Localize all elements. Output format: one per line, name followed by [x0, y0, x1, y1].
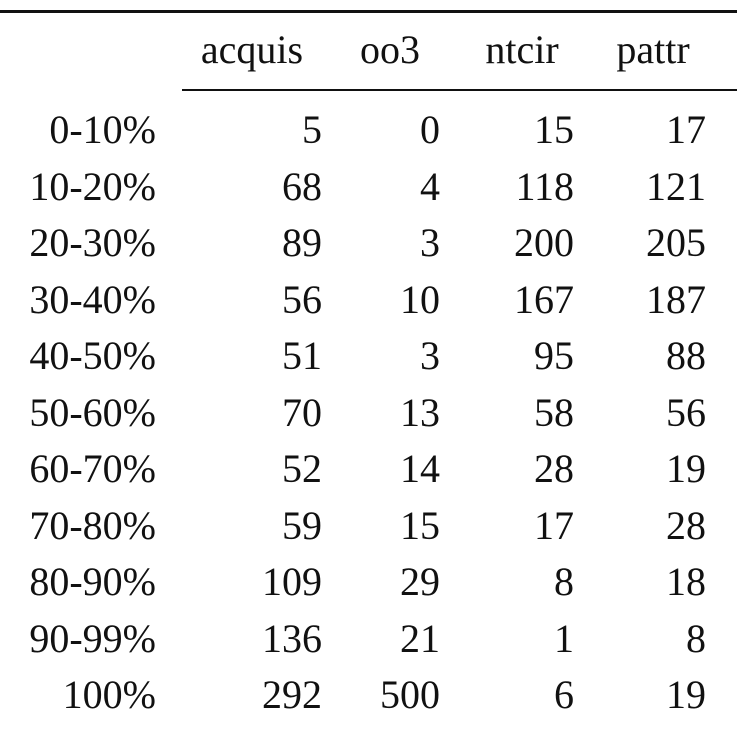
table-cell: 121	[646, 164, 706, 209]
table-cell: 4	[420, 164, 440, 209]
table-cell: 15	[534, 107, 574, 152]
table-cell: 500	[380, 672, 440, 717]
table-cell: 68	[282, 164, 322, 209]
table-cell: 0	[420, 107, 440, 152]
row-label: 50-60%	[29, 390, 156, 435]
row-label: 40-50%	[29, 333, 156, 378]
table-cell: 8	[554, 559, 574, 604]
table-cell: 200	[514, 220, 574, 265]
table-cell: 3	[420, 333, 440, 378]
header-rule	[182, 89, 737, 91]
row-label: 30-40%	[29, 277, 156, 322]
table-cell: 8	[686, 616, 706, 661]
table-cell: 136	[262, 616, 322, 661]
column-header-ntcir: ntcir	[485, 27, 559, 72]
row-label: 20-30%	[29, 220, 156, 265]
table-cell: 58	[534, 390, 574, 435]
row-label: 90-99%	[29, 616, 156, 661]
table-cell: 167	[514, 277, 574, 322]
row-label: 10-20%	[29, 164, 156, 209]
table-cell: 187	[646, 277, 706, 322]
table-cell: 18	[666, 559, 706, 604]
table-cell: 19	[666, 672, 706, 717]
table-cell: 56	[282, 277, 322, 322]
column-header-pattr: pattr	[616, 27, 690, 72]
table-cell: 13	[400, 390, 440, 435]
table-cell: 6	[554, 672, 574, 717]
row-label: 100%	[62, 672, 156, 717]
table-cell: 10	[400, 277, 440, 322]
table-cell: 56	[666, 390, 706, 435]
row-label: 60-70%	[29, 446, 156, 491]
column-header-oo3: oo3	[360, 27, 420, 72]
table-cell: 292	[262, 672, 322, 717]
table-cell: 5	[302, 107, 322, 152]
row-label: 80-90%	[29, 559, 156, 604]
table-cell: 3	[420, 220, 440, 265]
table-cell: 118	[515, 164, 574, 209]
table-cell: 89	[282, 220, 322, 265]
table-cell: 29	[400, 559, 440, 604]
table-cell: 52	[282, 446, 322, 491]
table-cell: 1	[554, 616, 574, 661]
table-cell: 88	[666, 333, 706, 378]
table-cell: 28	[666, 503, 706, 548]
table-cell: 51	[282, 333, 322, 378]
table-cell: 19	[666, 446, 706, 491]
table-cell: 109	[262, 559, 322, 604]
table-cell: 205	[646, 220, 706, 265]
table-cell: 95	[534, 333, 574, 378]
table-cell: 21	[400, 616, 440, 661]
table-cell: 17	[534, 503, 574, 548]
table-cell: 15	[400, 503, 440, 548]
table-cell: 59	[282, 503, 322, 548]
table-top-rule	[0, 10, 737, 13]
row-label: 70-80%	[29, 503, 156, 548]
column-header-acquis: acquis	[200, 27, 304, 72]
table-cell: 70	[282, 390, 322, 435]
table-cell: 28	[534, 446, 574, 491]
table-cell: 14	[400, 446, 440, 491]
row-label: 0-10%	[49, 107, 156, 152]
table-cell: 17	[666, 107, 706, 152]
